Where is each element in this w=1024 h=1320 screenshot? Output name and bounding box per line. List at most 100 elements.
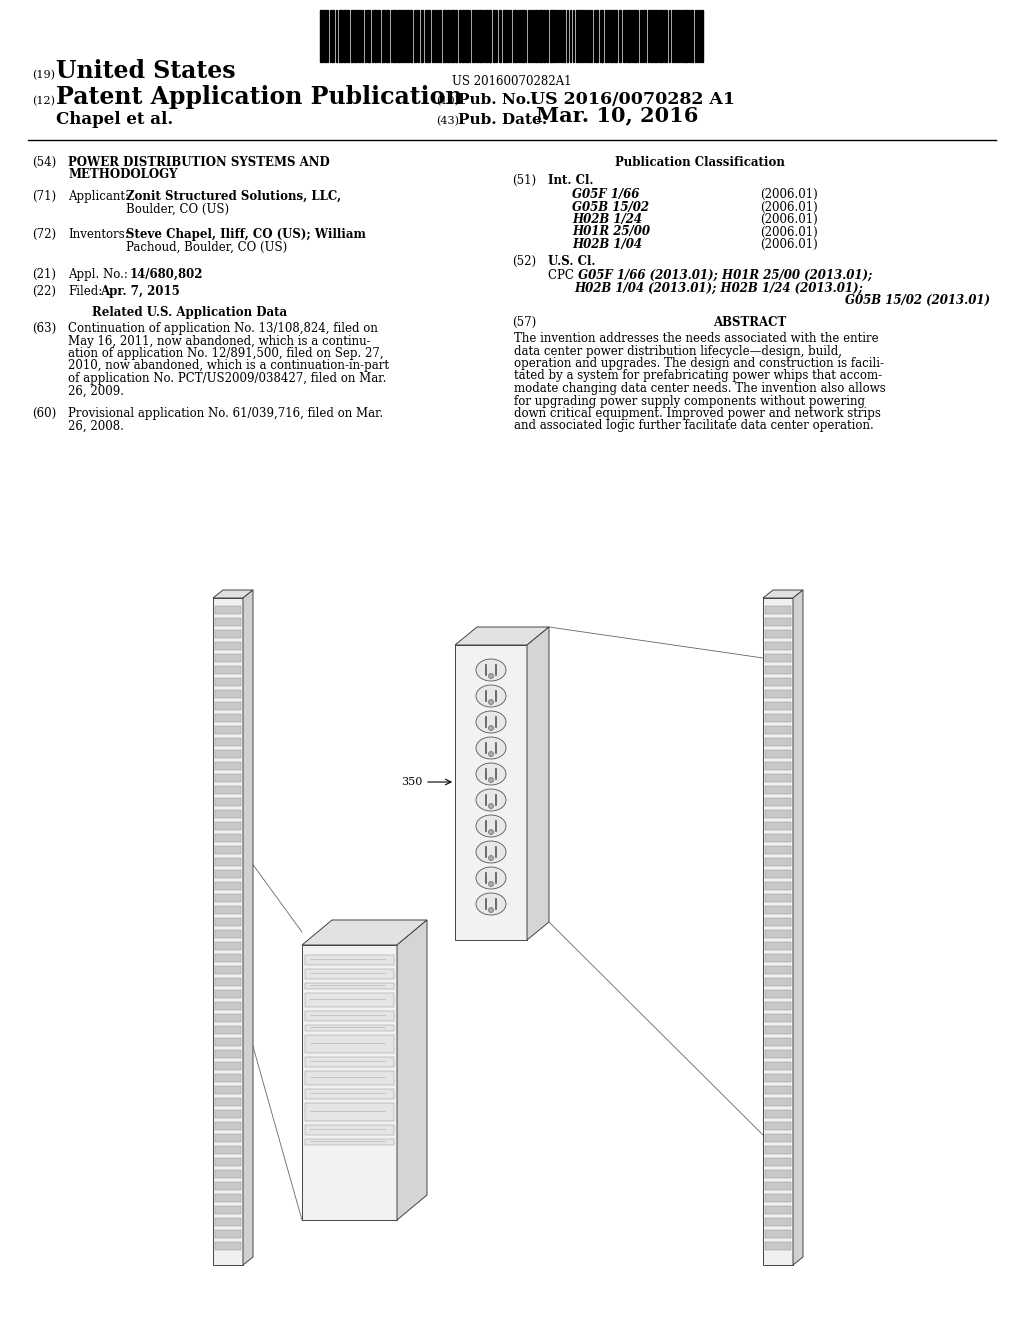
Text: Publication Classification: Publication Classification <box>615 156 785 169</box>
Text: Pub. No.:: Pub. No.: <box>458 92 537 107</box>
Text: (2006.01): (2006.01) <box>760 187 818 201</box>
Bar <box>605 11 607 62</box>
Text: of application No. PCT/US2009/038427, filed on Mar.: of application No. PCT/US2009/038427, fi… <box>68 372 386 385</box>
Text: (72): (72) <box>32 228 56 242</box>
Ellipse shape <box>476 763 506 785</box>
Bar <box>697 11 699 62</box>
Bar <box>305 1139 394 1144</box>
Bar <box>665 11 667 62</box>
Text: down critical equipment. Improved power and network strips: down critical equipment. Improved power … <box>514 407 881 420</box>
Bar <box>393 11 396 62</box>
Bar <box>654 11 657 62</box>
Circle shape <box>488 804 494 808</box>
Text: May 16, 2011, now abandoned, which is a continu-: May 16, 2011, now abandoned, which is a … <box>68 334 371 347</box>
Bar <box>386 11 389 62</box>
Polygon shape <box>302 920 427 945</box>
Bar <box>765 1146 791 1154</box>
Bar <box>765 630 791 638</box>
Bar <box>672 11 674 62</box>
Bar <box>765 846 791 854</box>
Bar <box>488 11 490 62</box>
Bar <box>465 11 468 62</box>
Bar <box>765 785 791 795</box>
Text: (2006.01): (2006.01) <box>760 238 818 251</box>
Text: Related U.S. Application Data: Related U.S. Application Data <box>92 306 288 319</box>
Bar <box>765 618 791 626</box>
Bar <box>215 978 241 986</box>
Bar <box>305 993 394 1007</box>
Bar <box>305 983 394 989</box>
Bar <box>485 11 487 62</box>
Text: US 2016/0070282 A1: US 2016/0070282 A1 <box>530 91 735 108</box>
Text: Apr. 7, 2015: Apr. 7, 2015 <box>100 285 180 298</box>
Bar <box>765 799 791 807</box>
Bar <box>407 11 409 62</box>
Bar <box>215 906 241 913</box>
Bar <box>215 954 241 962</box>
Text: 350: 350 <box>400 777 422 787</box>
Polygon shape <box>527 627 549 940</box>
Bar <box>215 1134 241 1142</box>
Bar <box>215 1110 241 1118</box>
Bar <box>765 702 791 710</box>
Text: Applicant:: Applicant: <box>68 190 129 203</box>
Bar <box>765 1063 791 1071</box>
Bar <box>530 11 532 62</box>
Circle shape <box>488 882 494 887</box>
Bar <box>421 11 423 62</box>
Bar <box>215 1206 241 1214</box>
Bar <box>305 1071 394 1085</box>
Bar <box>765 834 791 842</box>
Text: (51): (51) <box>512 174 537 187</box>
Text: (52): (52) <box>512 255 537 268</box>
Bar <box>354 11 357 62</box>
Bar <box>765 1049 791 1059</box>
Bar <box>215 726 241 734</box>
Text: (43): (43) <box>436 116 459 125</box>
Bar <box>215 714 241 722</box>
Bar <box>765 667 791 675</box>
Bar <box>410 11 412 62</box>
Bar <box>618 11 621 62</box>
Text: for upgrading power supply components without powering: for upgrading power supply components wi… <box>514 395 865 408</box>
Text: H01R 25/00: H01R 25/00 <box>572 226 650 239</box>
Text: (60): (60) <box>32 407 56 420</box>
Bar <box>404 11 406 62</box>
Bar <box>215 799 241 807</box>
Bar <box>332 11 334 62</box>
Circle shape <box>488 908 494 912</box>
Text: H02B 1/24: H02B 1/24 <box>572 213 642 226</box>
Bar <box>765 1158 791 1166</box>
Bar <box>503 11 506 62</box>
Bar <box>462 11 464 62</box>
Bar <box>765 1181 791 1191</box>
Bar <box>305 1011 394 1020</box>
Text: operation and upgrades. The design and construction is facili-: operation and upgrades. The design and c… <box>514 356 884 370</box>
Bar <box>305 1104 394 1121</box>
Bar <box>215 1038 241 1045</box>
Bar <box>215 690 241 698</box>
Bar <box>215 942 241 950</box>
Bar <box>575 11 578 62</box>
Ellipse shape <box>476 841 506 863</box>
Bar <box>763 598 793 1265</box>
Bar <box>215 1098 241 1106</box>
Bar <box>633 11 636 62</box>
Text: United States: United States <box>56 59 236 83</box>
Text: ation of application No. 12/891,500, filed on Sep. 27,: ation of application No. 12/891,500, fil… <box>68 347 384 360</box>
Ellipse shape <box>476 659 506 681</box>
Bar <box>590 11 592 62</box>
Bar <box>765 906 791 913</box>
Text: data center power distribution lifecycle—design, build,: data center power distribution lifecycle… <box>514 345 842 358</box>
Bar <box>499 11 501 62</box>
Bar <box>215 606 241 614</box>
Bar <box>343 11 346 62</box>
Bar <box>401 11 403 62</box>
Bar <box>765 894 791 902</box>
Bar <box>765 1242 791 1250</box>
Circle shape <box>488 751 494 756</box>
Bar <box>351 11 353 62</box>
Text: (10): (10) <box>436 95 459 106</box>
Polygon shape <box>397 920 427 1220</box>
Bar <box>215 894 241 902</box>
